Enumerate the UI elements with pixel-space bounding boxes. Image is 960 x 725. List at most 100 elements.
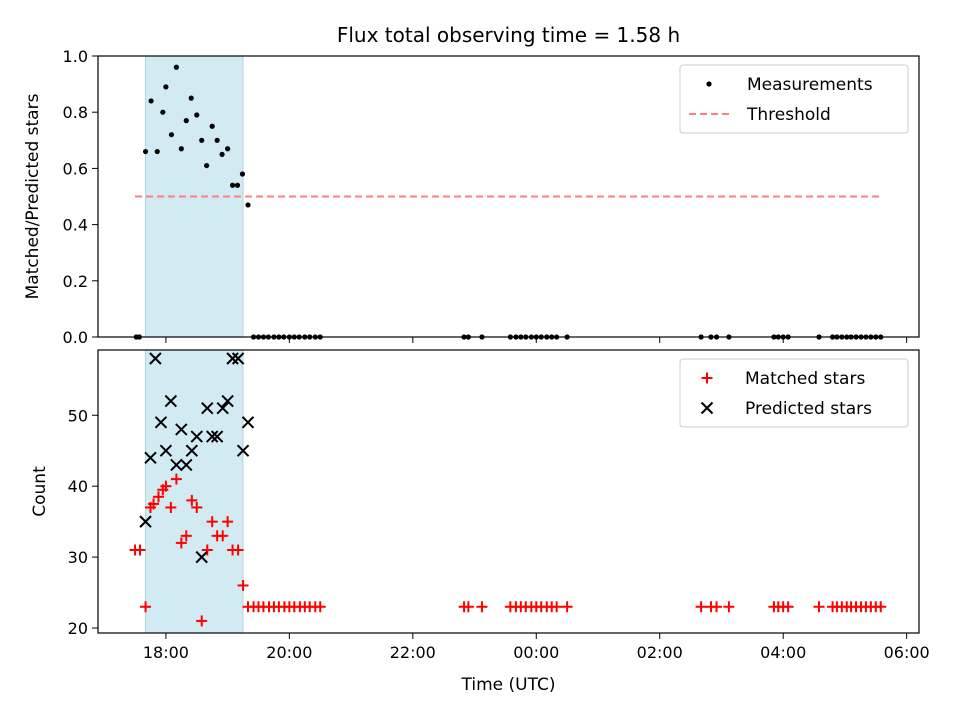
count-legend: Matched stars Predicted stars: [679, 358, 909, 428]
matched-star-point: [134, 544, 146, 556]
x-axis-label: Time (UTC): [461, 675, 556, 695]
ratio-y-axis-label: Matched/Predicted stars: [23, 93, 43, 299]
measurement-point: [245, 202, 251, 208]
measurement-point: [183, 118, 189, 124]
matched-star-point: [875, 601, 887, 613]
matched-star-point: [140, 601, 152, 613]
count-y-axis-label: Count: [30, 466, 50, 517]
predicted-star-point: [231, 352, 245, 365]
matched-star-point: [175, 537, 187, 549]
ratio-legend: Measurements Threshold: [679, 64, 909, 134]
x-tick-label: 02:00: [637, 643, 683, 662]
matched-star-point: [813, 601, 825, 613]
legend-measurements-marker: [706, 81, 712, 87]
predicted-star-point: [201, 401, 214, 415]
measurement-point: [214, 137, 220, 143]
matched-star-point: [232, 544, 244, 556]
x-tick-label: 04:00: [760, 643, 806, 662]
predicted-star-point: [144, 451, 157, 465]
matched-star-point: [186, 494, 198, 506]
observing-window-shade: [145, 349, 244, 634]
x-tick-label: 20:00: [266, 643, 312, 662]
matched-star-point: [782, 601, 794, 613]
y-tick-label: 40: [68, 477, 88, 496]
chart-title: Flux total observing time = 1.58 h: [337, 23, 680, 47]
predicted-star-point: [180, 458, 193, 472]
matched-star-point: [180, 530, 192, 542]
predicted-star-point: [216, 401, 229, 415]
measurement-point: [239, 171, 246, 177]
measurement-point: [188, 95, 194, 101]
measurement-point: [209, 123, 215, 129]
count-legend-box: [679, 358, 909, 428]
measurement-point: [229, 182, 236, 188]
ratio-panel: 0.0 0.2 0.4 0.6 0.8 1.0 Flux total observing …: [23, 23, 920, 347]
predicted-star-point: [205, 430, 219, 443]
matched-star-point: [551, 601, 563, 613]
matched-star-point: [217, 530, 229, 542]
legend-x-glyph: [700, 401, 714, 415]
measurement-point: [168, 132, 175, 138]
matched-star-point: [165, 501, 177, 513]
y-tick-label: 1.0: [63, 47, 88, 66]
y-tick-label: 30: [68, 548, 88, 567]
legend-matched-label: Matched stars: [745, 369, 865, 389]
matched-star-point: [206, 516, 218, 528]
predicted-star-point: [236, 444, 250, 457]
predicted-star-point: [226, 352, 239, 365]
matched-star-point: [191, 501, 203, 513]
y-tick-label: 0.0: [63, 328, 88, 347]
measurement-point: [204, 162, 210, 169]
matched-star-point: [148, 498, 160, 510]
predicted-star-point: [175, 423, 188, 436]
measurement-point: [219, 151, 225, 157]
matched-star-point: [723, 601, 735, 613]
x-tick-label: 00:00: [513, 643, 559, 662]
y-tick-label: 0.2: [63, 272, 88, 291]
predicted-star-point: [221, 394, 234, 408]
x-tick-label: 22:00: [390, 643, 436, 662]
matched-star-point: [314, 601, 326, 613]
y-tick-label: 0.4: [63, 216, 88, 235]
matched-star-point: [152, 491, 164, 503]
measurement-point: [178, 146, 184, 152]
legend-predicted-label: Predicted stars: [745, 399, 872, 419]
x-tick-label: 18:00: [143, 643, 189, 662]
legend-predicted-marker: [700, 401, 714, 415]
predicted-star-point: [149, 352, 162, 365]
matched-star-point: [201, 544, 213, 556]
matched-star-point: [237, 579, 249, 591]
matched-star-point: [160, 480, 172, 492]
matched-star-point: [462, 601, 474, 613]
predicted-star-point: [159, 444, 173, 457]
matched-star-point: [170, 473, 182, 485]
predicted-star-point: [195, 550, 208, 564]
legend-matched-marker: [701, 372, 713, 384]
measurement-point: [142, 148, 149, 155]
measurement-point: [173, 64, 179, 70]
x-tick-label: 06:00: [884, 643, 930, 662]
y-tick-label: 0.8: [63, 103, 88, 122]
matched-star-point: [196, 615, 208, 627]
measurement-point: [154, 148, 160, 155]
predicted-star-point: [170, 458, 183, 472]
count-panel: 18:00 20:00 22:00 00:00 02:00 04:00 06:00 20 30 4…: [30, 349, 930, 695]
legend-threshold-label: Threshold: [746, 105, 831, 125]
measurement-point: [234, 182, 241, 188]
legend-measurements-label: Measurements: [747, 75, 873, 95]
legend-plus-glyph: [701, 372, 713, 384]
measurement-point: [148, 98, 154, 104]
y-tick-label: 20: [68, 619, 88, 638]
count-panel-frame: [97, 349, 920, 634]
measurement-point: [163, 84, 169, 90]
ratio-legend-box: [679, 64, 909, 134]
measurement-point: [160, 109, 166, 115]
predicted-star-point: [164, 394, 178, 408]
predicted-star-point: [185, 444, 199, 457]
matched-star-point: [476, 601, 488, 613]
matched-star-point: [222, 516, 234, 528]
matched-star-point: [561, 601, 573, 613]
y-tick-label: 0.6: [63, 159, 88, 178]
y-tick-label: 50: [68, 406, 88, 425]
